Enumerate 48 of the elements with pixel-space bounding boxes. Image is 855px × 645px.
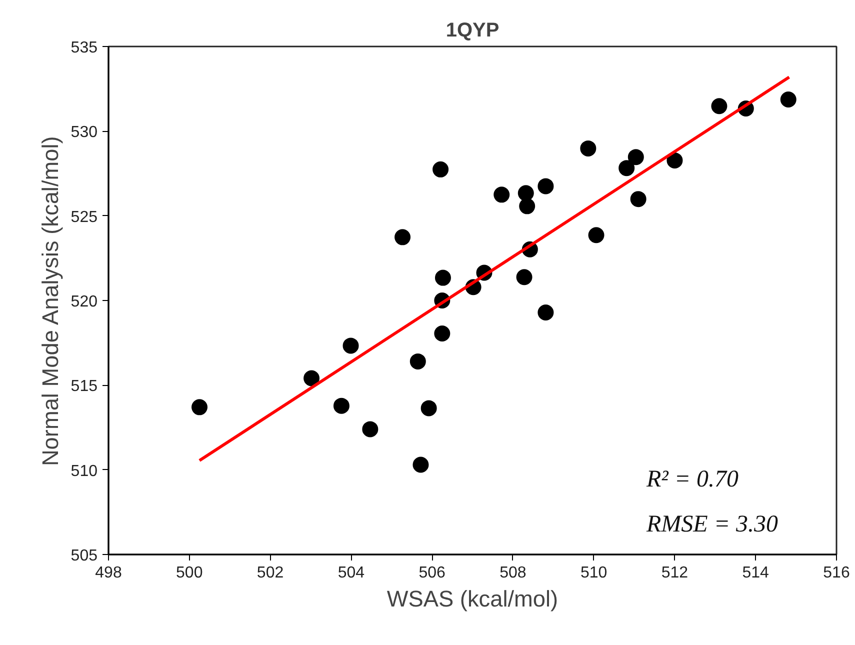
annotation: RMSE = 3.30 (646, 512, 778, 538)
point (711, 98, 728, 114)
point (630, 191, 646, 208)
y-tick-label: 525 (70, 208, 98, 226)
y-tick-label: 520 (70, 294, 98, 310)
x-tick-label: 504 (338, 564, 365, 582)
x-tick-label: 514 (742, 564, 770, 582)
point (434, 326, 450, 342)
y-tick-label: 535 (70, 40, 98, 56)
point (410, 353, 426, 370)
point (519, 198, 536, 214)
x-tick-label: 508 (500, 564, 526, 582)
x-tick-label: 498 (95, 564, 122, 582)
point (192, 399, 208, 416)
point (516, 269, 532, 286)
y-tick-label: 515 (70, 378, 98, 396)
y-tick-label: 505 (70, 548, 98, 564)
annotation: R² = 0.70 (646, 466, 739, 492)
point (434, 270, 451, 286)
point (628, 149, 644, 166)
x-tick-label: 506 (418, 564, 446, 582)
point (394, 229, 411, 246)
point (588, 227, 604, 244)
x-tick-label: 502 (256, 564, 284, 582)
x-axis-title: WSAS (kcal/mol) (386, 586, 558, 612)
y-tick-label: 510 (70, 462, 98, 480)
x-tick-label: 500 (176, 564, 203, 582)
point (538, 178, 554, 194)
point (420, 400, 437, 416)
point (538, 304, 554, 321)
point (362, 421, 378, 438)
point (618, 160, 635, 176)
point (666, 152, 683, 168)
point (780, 92, 796, 108)
point (333, 398, 350, 414)
point (494, 186, 510, 203)
x-tick-label: 510 (580, 564, 608, 582)
chart-title: 1QYP (446, 20, 500, 42)
point (304, 370, 320, 386)
y-tick-label: 530 (70, 124, 98, 142)
point (432, 161, 449, 178)
y-axis-title: Normal Mode Analysis (kcal/mol) (36, 136, 63, 466)
point (580, 140, 596, 156)
point (412, 456, 429, 473)
x-tick-label: 516 (823, 564, 850, 582)
x-tick-label: 512 (661, 564, 688, 582)
point (518, 185, 534, 202)
point (342, 338, 359, 354)
